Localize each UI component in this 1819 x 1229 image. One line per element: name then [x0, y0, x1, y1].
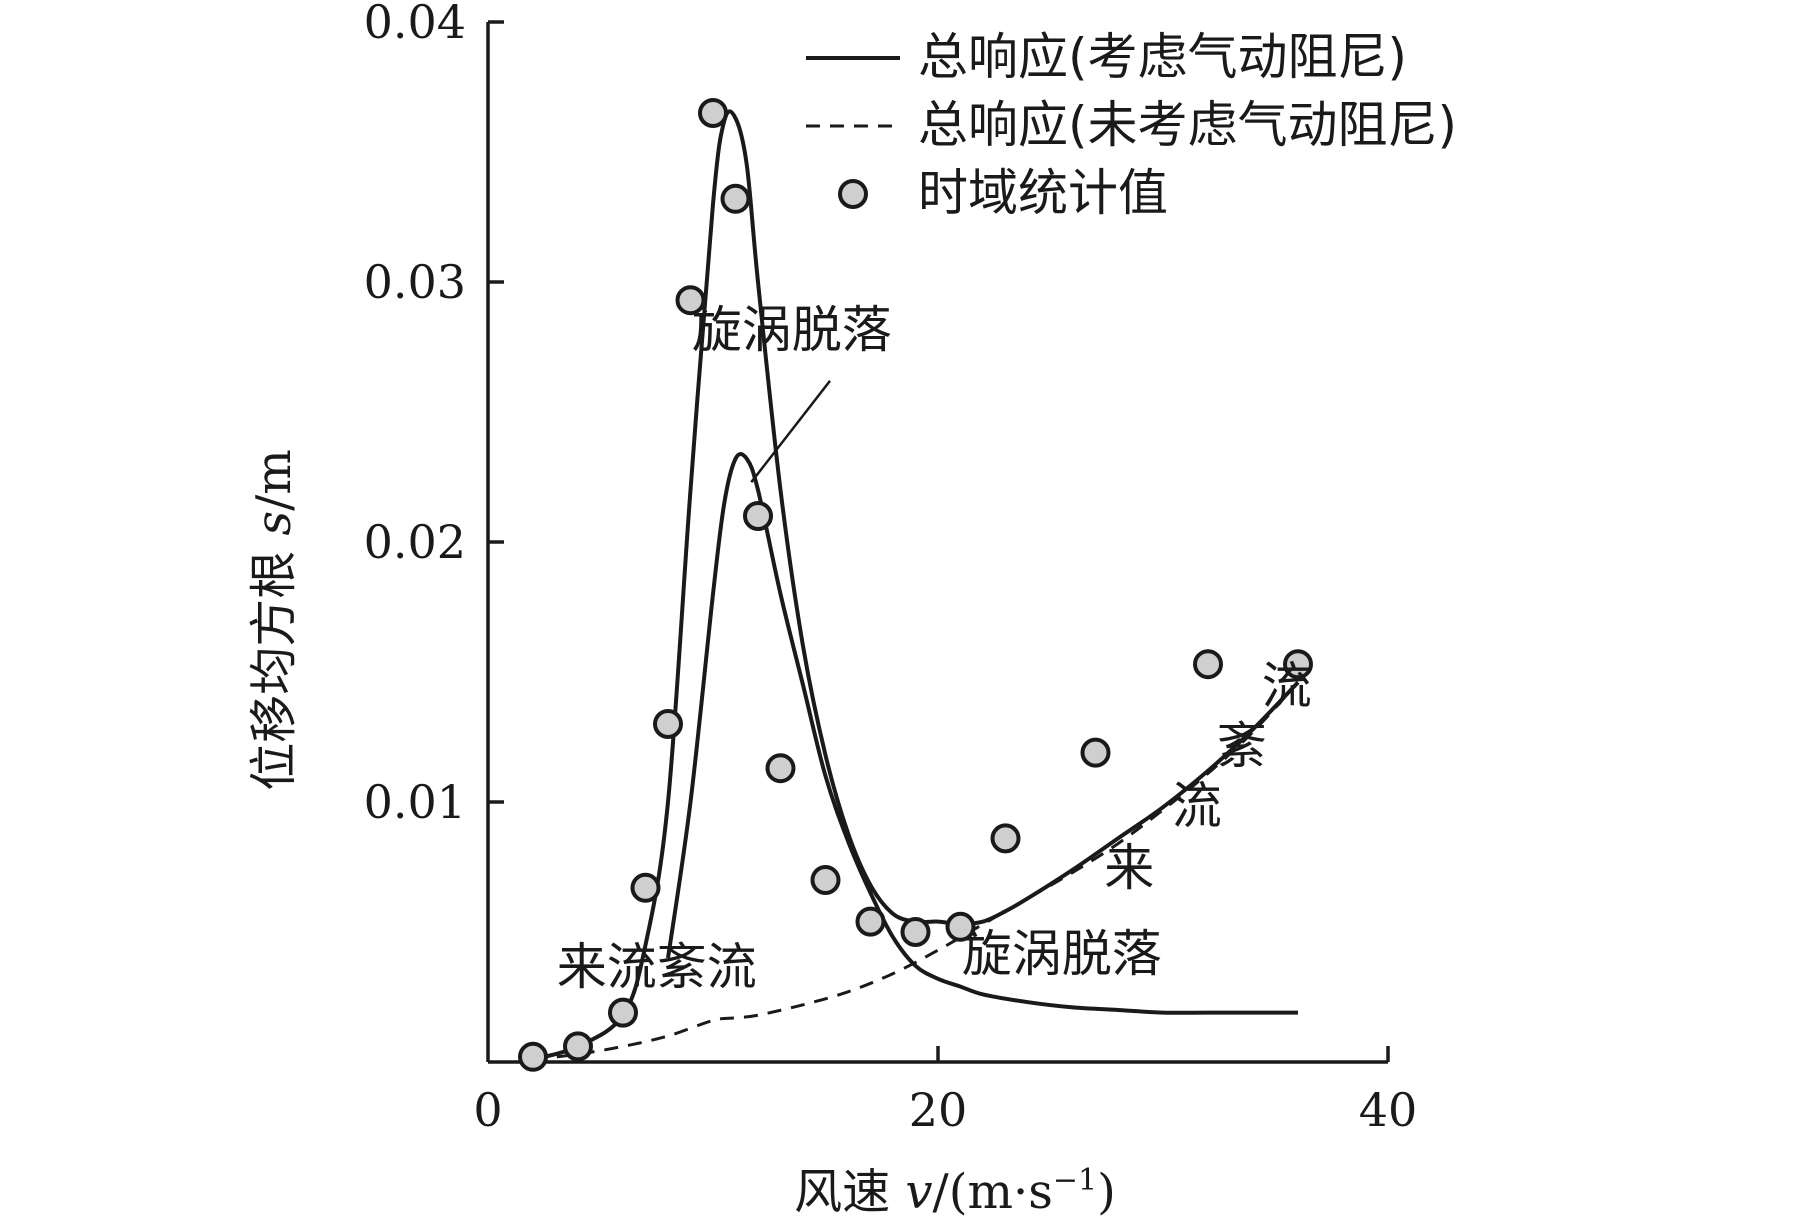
y-tick-label: 0.04: [364, 0, 466, 49]
annotation-leader-line: [750, 380, 831, 483]
data-point: [1193, 649, 1223, 680]
legend-label: 总响应(考虑气动阻尼): [918, 28, 1407, 86]
data-point: [765, 753, 796, 784]
x-tick-label: 0: [473, 1083, 502, 1137]
y-tick-label: 0.01: [364, 775, 466, 829]
y-axis-title: 位移均方根 s/m: [246, 449, 302, 791]
annotation-label: 旋涡脱落: [962, 925, 1162, 983]
y-tick-label: 0.03: [364, 255, 466, 309]
data-point: [518, 1041, 548, 1072]
y-tick-label: 0.02: [364, 515, 466, 569]
data-point: [945, 911, 976, 942]
data-point: [608, 997, 638, 1028]
data-point: [698, 98, 728, 128]
vortex-shedding-curve: [666, 452, 1298, 1015]
data-point: [653, 709, 683, 739]
annotation-label: 流: [1172, 777, 1222, 835]
data-point: [675, 285, 706, 316]
data-point: [1080, 737, 1111, 768]
legend-label: 总响应(未考虑气动阻尼): [918, 96, 1457, 154]
annotation-label: 旋涡脱落: [692, 301, 892, 359]
x-tick-label: 40: [1359, 1083, 1418, 1137]
data-point: [720, 183, 751, 214]
data-point: [990, 823, 1021, 854]
data-point: [630, 872, 661, 903]
data-point: [810, 865, 841, 895]
data-point: [743, 501, 773, 531]
x-tick-label: 20: [909, 1083, 968, 1137]
annotation-label: 紊: [1217, 717, 1267, 775]
annotation-label: 流: [1262, 657, 1312, 715]
legend: 总响应(考虑气动阻尼) 总响应(未考虑气动阻尼) 时域统计值: [806, 28, 1457, 222]
annotation-label: 来: [1104, 839, 1154, 897]
legend-label: 时域统计值: [918, 164, 1168, 222]
series-line-without-aero-damping: [532, 681, 1300, 1061]
markers: [518, 98, 1313, 1072]
data-point: [1283, 649, 1313, 680]
annotation-label: 来流紊流: [557, 938, 757, 996]
data-point: [855, 906, 886, 937]
data-point: [900, 917, 931, 947]
legend-swatch-marker: [838, 179, 868, 209]
axes: 0.01 0.02 0.03 0.04 0 20 40: [364, 0, 1418, 1137]
x-axis-title: 风速 v/(m·s−1): [794, 1163, 1116, 1220]
data-point: [563, 1031, 593, 1062]
curves: [532, 109, 1300, 1062]
